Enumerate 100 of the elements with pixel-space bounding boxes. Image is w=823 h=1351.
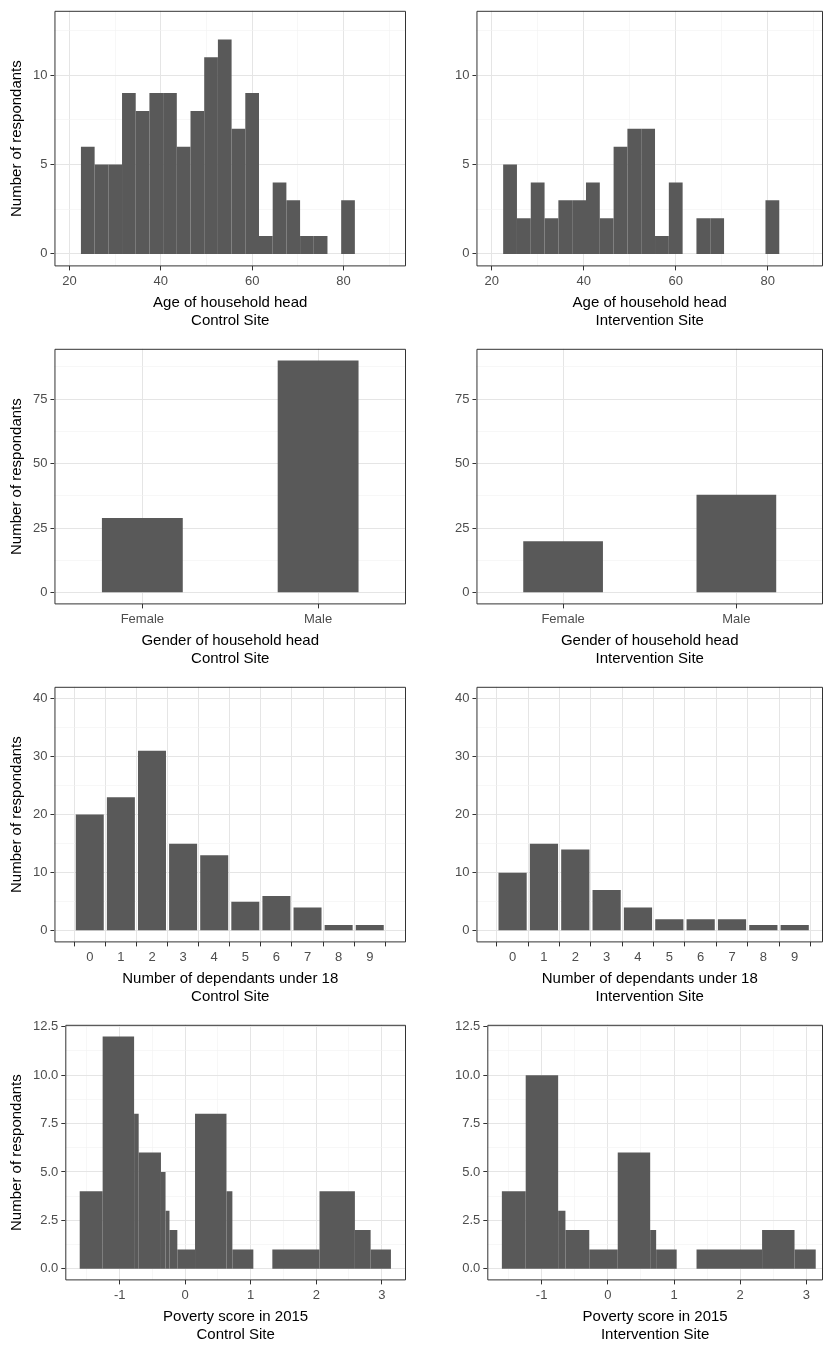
x-axis-title: Number of dependants under 18 Intervention Site	[541, 969, 758, 1005]
x-tick-label: 40	[576, 272, 591, 288]
x-axis-title: Poverty score in 2015 Intervention Site	[582, 1307, 728, 1343]
bar	[169, 843, 198, 931]
bar	[498, 872, 527, 931]
y-tick-label: 0.0	[462, 1260, 481, 1276]
x-tick-label: 0	[86, 948, 94, 964]
bar	[293, 907, 322, 931]
x-tick-label: 8	[759, 948, 767, 964]
x-tick-label: 60	[668, 272, 683, 288]
bar	[749, 924, 778, 931]
y-tick-label: 7.5	[40, 1115, 59, 1131]
y-tick-label: 2.5	[462, 1211, 481, 1227]
x-axis-title: Number of dependants under 18 Control Site	[122, 969, 339, 1005]
x-tick-label: 4	[210, 948, 218, 964]
x-tick-label: Male	[722, 610, 751, 626]
y-tick-label: 12.5	[454, 1018, 481, 1034]
bar	[106, 797, 135, 931]
bar	[262, 895, 291, 931]
y-tick-label: 75	[32, 390, 48, 406]
x-tick-label: 9	[791, 948, 799, 964]
x-tick-label: 6	[697, 948, 705, 964]
y-tick-label: 5	[462, 156, 470, 172]
bar	[137, 750, 166, 931]
y-tick-label: 10	[454, 66, 470, 82]
y-tick-label: 0	[40, 922, 48, 938]
x-tick-label: 7	[303, 948, 312, 964]
y-tick-label: 10.0	[32, 1066, 59, 1082]
y-tick-label: 75	[454, 390, 470, 406]
x-tick-label: -1	[113, 1286, 126, 1302]
x-axis-title: Age of household head Control Site	[153, 293, 308, 329]
bar	[324, 924, 353, 931]
x-tick-label: 9	[366, 948, 374, 964]
x-tick-label: Female	[541, 610, 585, 626]
bar	[686, 919, 715, 931]
y-tick-label: 10.0	[454, 1066, 481, 1082]
x-tick-label: 40	[153, 272, 169, 288]
bar	[529, 843, 559, 931]
y-tick-label: 5.0	[40, 1163, 59, 1179]
bar	[780, 924, 809, 931]
x-axis-title: Gender of household head Control Site	[141, 631, 320, 667]
bar	[231, 901, 260, 931]
x-tick-label: -1	[535, 1286, 548, 1302]
x-tick-label: 4	[634, 948, 642, 964]
x-tick-label: 3	[378, 1286, 386, 1302]
x-tick-label: 80	[336, 272, 351, 288]
y-axis-title: Number of respondants	[7, 1074, 25, 1231]
bar	[75, 814, 104, 931]
bar	[200, 855, 229, 931]
y-tick-label: 20	[454, 806, 470, 822]
x-tick-label: 3	[603, 948, 611, 964]
x-tick-label: 3	[179, 948, 187, 964]
x-tick-label: 2	[736, 1286, 744, 1302]
x-tick-label: 0	[508, 948, 517, 964]
y-tick-label: 10	[454, 864, 470, 880]
x-tick-label: 80	[760, 272, 776, 288]
x-tick-label: 7	[728, 948, 736, 964]
y-tick-label: 40	[454, 690, 470, 705]
bar	[561, 849, 590, 931]
y-tick-label: 0	[462, 922, 470, 938]
y-tick-label: 30	[32, 748, 48, 764]
x-tick-label: 1	[540, 948, 548, 964]
y-tick-label: 7.5	[462, 1115, 481, 1131]
x-tick-label: 20	[62, 272, 77, 288]
y-tick-label: 0	[40, 245, 48, 261]
x-tick-label: 1	[117, 948, 125, 964]
x-tick-label: 60	[244, 272, 260, 288]
x-tick-label: 0	[181, 1286, 189, 1302]
y-tick-label: 5	[40, 156, 48, 172]
y-tick-label: 50	[454, 455, 470, 471]
x-tick-label: Female	[120, 610, 165, 626]
x-tick-label: 2	[148, 948, 156, 964]
y-tick-label: 10	[32, 864, 48, 880]
x-tick-label: 20	[484, 272, 499, 288]
x-tick-label: 2	[312, 1286, 320, 1302]
y-tick-label: 50	[32, 455, 48, 471]
x-tick-label: 3	[802, 1286, 811, 1302]
y-tick-label: 0	[462, 584, 470, 600]
x-tick-label: 0	[604, 1286, 612, 1302]
bar	[355, 924, 384, 931]
x-axis-title: Age of household head Intervention Site	[572, 293, 727, 329]
y-axis-title: Number of respondants	[7, 398, 25, 555]
y-tick-label: 10	[32, 66, 48, 82]
y-tick-label: 0	[40, 584, 48, 600]
y-tick-label: 25	[32, 519, 48, 535]
bar	[623, 907, 653, 931]
y-tick-label: 40	[32, 690, 48, 705]
bar	[592, 890, 621, 931]
x-axis-title: Gender of household head Intervention Site	[560, 631, 739, 667]
x-tick-label: 1	[670, 1286, 678, 1302]
y-tick-label: 25	[454, 519, 470, 535]
bar	[655, 919, 684, 931]
y-tick-label: 12.5	[32, 1018, 59, 1034]
x-axis-title: Poverty score in 2015 Control Site	[163, 1307, 309, 1343]
y-axis-title: Number of respondants	[7, 60, 25, 217]
y-tick-label: 30	[454, 748, 470, 764]
y-tick-label: 20	[32, 806, 48, 822]
y-axis-title: Number of respondants	[7, 736, 25, 893]
bar	[717, 919, 747, 931]
y-tick-label: 0.0	[40, 1260, 59, 1276]
